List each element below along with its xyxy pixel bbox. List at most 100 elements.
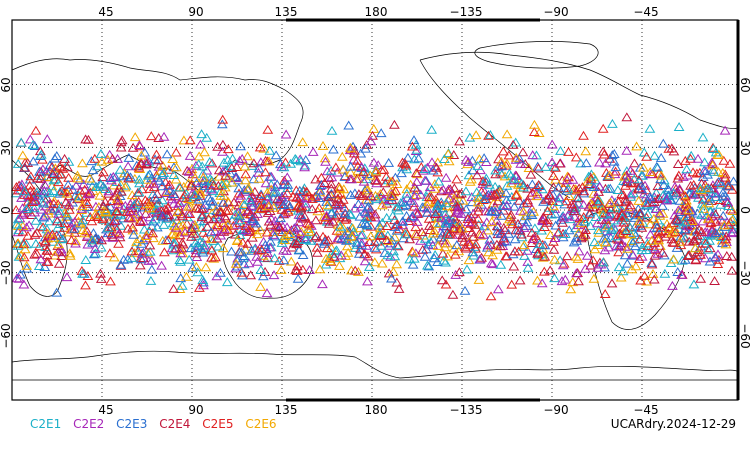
observation-marker bbox=[48, 198, 60, 208]
observation-marker bbox=[42, 231, 54, 241]
observation-marker bbox=[600, 214, 612, 224]
observation-marker bbox=[592, 196, 604, 206]
observation-marker bbox=[61, 188, 73, 198]
observation-marker bbox=[634, 162, 646, 172]
observation-marker bbox=[572, 193, 584, 203]
observation-marker bbox=[30, 195, 42, 205]
observation-marker bbox=[473, 274, 485, 284]
observation-marker bbox=[472, 160, 484, 170]
observation-marker bbox=[28, 186, 40, 196]
observation-marker bbox=[53, 208, 64, 218]
observation-marker bbox=[584, 209, 595, 219]
observation-marker bbox=[141, 155, 153, 165]
observation-marker bbox=[518, 182, 529, 192]
observation-marker bbox=[133, 187, 145, 197]
observation-marker bbox=[49, 203, 60, 213]
observation-marker bbox=[160, 188, 172, 197]
observation-marker bbox=[220, 170, 231, 180]
observation-marker bbox=[470, 130, 482, 140]
observation-marker bbox=[31, 248, 43, 258]
observation-marker bbox=[64, 250, 76, 260]
observation-marker bbox=[374, 228, 386, 238]
observation-marker bbox=[720, 231, 732, 241]
observation-marker bbox=[615, 272, 627, 282]
observation-marker bbox=[470, 239, 482, 249]
observation-marker bbox=[198, 277, 209, 287]
observation-marker bbox=[381, 221, 393, 230]
observation-marker bbox=[216, 119, 228, 129]
observation-marker bbox=[561, 185, 573, 195]
observation-marker bbox=[75, 185, 86, 195]
observation-marker bbox=[185, 243, 197, 253]
observation-marker bbox=[197, 245, 208, 255]
observation-marker bbox=[484, 234, 496, 244]
observation-marker bbox=[423, 197, 435, 207]
observation-marker bbox=[516, 232, 528, 242]
observation-marker bbox=[463, 217, 474, 227]
observation-marker bbox=[722, 197, 734, 207]
observation-marker bbox=[529, 223, 541, 233]
observation-marker bbox=[97, 214, 108, 224]
observation-marker bbox=[579, 229, 591, 239]
observation-marker bbox=[321, 210, 332, 220]
observation-marker bbox=[144, 183, 156, 193]
observation-marker bbox=[125, 206, 137, 216]
observation-marker bbox=[24, 180, 36, 190]
observation-marker bbox=[184, 150, 196, 160]
observation-marker bbox=[243, 194, 255, 204]
observation-marker bbox=[459, 285, 471, 295]
lon-label: −135 bbox=[450, 403, 483, 417]
observation-marker bbox=[272, 194, 283, 204]
observation-marker bbox=[417, 244, 429, 254]
observation-marker bbox=[87, 237, 98, 247]
observation-marker bbox=[251, 229, 263, 239]
observation-marker bbox=[205, 234, 217, 244]
observation-marker bbox=[183, 201, 195, 211]
observation-marker bbox=[253, 173, 265, 183]
observation-marker bbox=[526, 227, 538, 237]
observation-marker bbox=[607, 118, 618, 128]
observation-marker bbox=[73, 210, 85, 220]
observation-marker bbox=[297, 137, 309, 147]
observation-marker bbox=[584, 207, 596, 217]
observation-marker bbox=[339, 230, 351, 240]
observation-marker bbox=[269, 215, 281, 225]
observation-marker bbox=[600, 158, 611, 168]
observation-marker bbox=[477, 176, 489, 186]
observation-marker bbox=[566, 199, 578, 209]
bottom-longitude-labels: 45 90 135 180 −135 −90 −45 bbox=[98, 403, 658, 417]
observation-marker bbox=[227, 153, 238, 163]
observation-marker bbox=[632, 183, 644, 193]
observation-marker bbox=[438, 255, 450, 265]
legend-item-c2e6: C2E6 bbox=[245, 417, 277, 431]
observation-marker bbox=[199, 240, 210, 250]
observation-marker bbox=[385, 176, 397, 186]
observation-marker bbox=[550, 162, 561, 172]
observation-marker bbox=[642, 209, 654, 219]
observation-marker bbox=[121, 207, 133, 216]
observation-marker bbox=[648, 274, 660, 284]
observation-marker bbox=[264, 171, 276, 181]
observation-marker bbox=[555, 145, 566, 155]
observation-marker bbox=[553, 182, 564, 192]
observation-marker bbox=[321, 243, 333, 253]
observation-marker bbox=[19, 162, 31, 172]
observation-marker bbox=[371, 178, 382, 188]
observation-marker bbox=[451, 201, 463, 211]
observation-marker bbox=[682, 250, 694, 260]
observation-marker bbox=[661, 195, 673, 205]
observation-marker bbox=[605, 204, 617, 214]
observation-marker bbox=[369, 242, 381, 252]
observation-marker bbox=[539, 251, 551, 261]
observation-marker bbox=[696, 209, 707, 219]
observation-marker bbox=[265, 219, 277, 229]
observation-marker bbox=[177, 211, 188, 221]
observation-marker bbox=[378, 194, 390, 203]
observation-marker bbox=[103, 186, 115, 196]
observation-marker bbox=[626, 264, 638, 274]
observation-marker bbox=[486, 216, 498, 226]
observation-marker bbox=[197, 172, 209, 182]
observation-marker bbox=[142, 248, 154, 258]
observation-marker bbox=[382, 250, 394, 260]
observation-marker bbox=[27, 197, 39, 206]
